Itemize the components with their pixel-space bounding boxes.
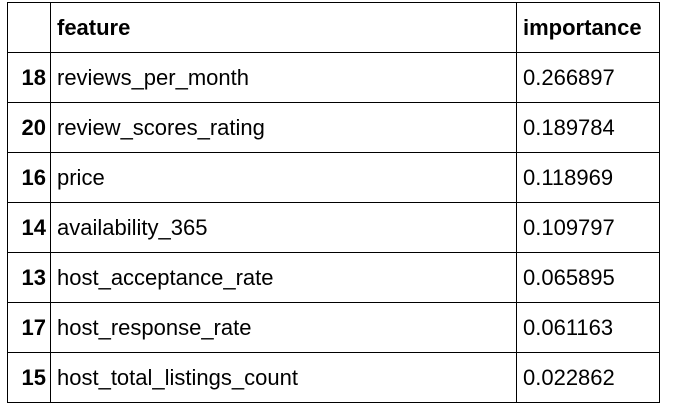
importance-cell: 0.022862 bbox=[516, 352, 660, 403]
row-index: 20 bbox=[7, 102, 51, 153]
importance-cell: 0.109797 bbox=[516, 202, 660, 253]
feature-cell: host_acceptance_rate bbox=[50, 252, 517, 303]
row-index: 13 bbox=[7, 252, 51, 303]
table-row: 13 host_acceptance_rate 0.065895 bbox=[7, 252, 660, 303]
row-index: 14 bbox=[7, 202, 51, 253]
row-index: 18 bbox=[7, 52, 51, 103]
importance-column-header: importance bbox=[516, 2, 660, 53]
row-index: 17 bbox=[7, 302, 51, 353]
feature-cell: reviews_per_month bbox=[50, 52, 517, 103]
importance-cell: 0.189784 bbox=[516, 102, 660, 153]
feature-cell: review_scores_rating bbox=[50, 102, 517, 153]
table-row: 15 host_total_listings_count 0.022862 bbox=[7, 352, 660, 403]
feature-importance-table: feature importance 18 reviews_per_month … bbox=[7, 2, 660, 403]
importance-cell: 0.266897 bbox=[516, 52, 660, 103]
table-row: 14 availability_365 0.109797 bbox=[7, 202, 660, 253]
table-row: 16 price 0.118969 bbox=[7, 152, 660, 203]
table-row: 20 review_scores_rating 0.189784 bbox=[7, 102, 660, 153]
feature-cell: price bbox=[50, 152, 517, 203]
feature-column-header: feature bbox=[50, 2, 517, 53]
importance-cell: 0.061163 bbox=[516, 302, 660, 353]
importance-cell: 0.065895 bbox=[516, 252, 660, 303]
table-row: 18 reviews_per_month 0.266897 bbox=[7, 52, 660, 103]
feature-cell: availability_365 bbox=[50, 202, 517, 253]
row-index: 15 bbox=[7, 352, 51, 403]
table-row: 17 host_response_rate 0.061163 bbox=[7, 302, 660, 353]
index-header-cell bbox=[7, 2, 51, 53]
importance-cell: 0.118969 bbox=[516, 152, 660, 203]
header-row: feature importance bbox=[7, 2, 660, 53]
feature-cell: host_total_listings_count bbox=[50, 352, 517, 403]
row-index: 16 bbox=[7, 152, 51, 203]
feature-cell: host_response_rate bbox=[50, 302, 517, 353]
